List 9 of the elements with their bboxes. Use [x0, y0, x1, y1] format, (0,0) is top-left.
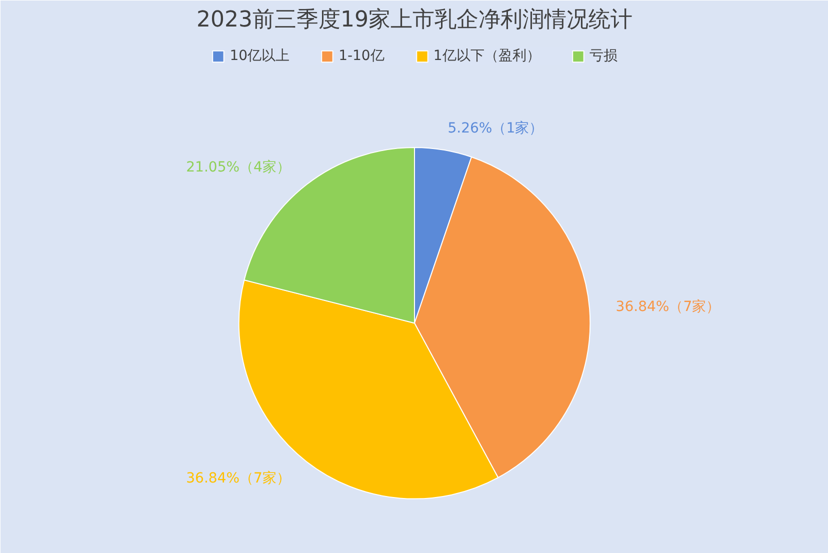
data-label: 5.26%（1家） — [448, 120, 544, 137]
legend-label: 1亿以下（盈利） — [433, 47, 540, 65]
legend-label: 亏损 — [589, 47, 618, 65]
legend-label: 10亿以上 — [230, 47, 290, 65]
data-label: 36.84%（7家） — [616, 298, 720, 315]
legend-label: 1-10亿 — [338, 47, 384, 65]
chart-title: 2023前三季度19家上市乳企净利润情况统计 — [196, 8, 632, 32]
data-label: 36.84%（7家） — [186, 470, 290, 487]
data-label: 21.05%（4家） — [186, 160, 290, 176]
